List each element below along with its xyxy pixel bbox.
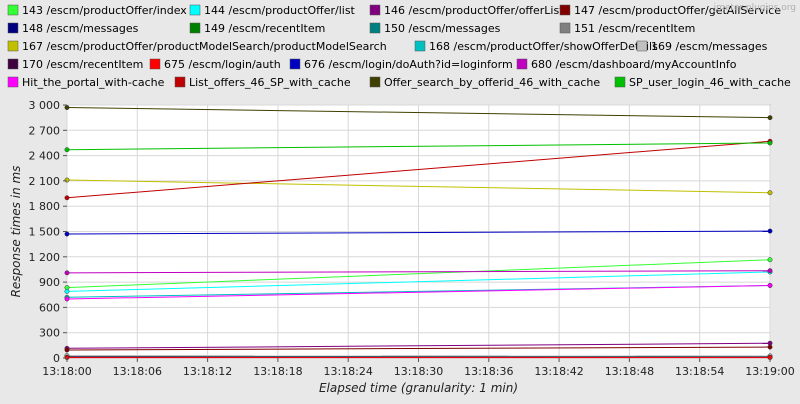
- x-tick-label: 13:18:24: [323, 365, 372, 378]
- legend-swatch: [8, 23, 18, 33]
- x-tick-label: 13:19:00: [745, 365, 794, 378]
- y-axis-title: Response times in ms: [9, 166, 23, 298]
- data-point: [768, 229, 772, 233]
- legend-item: 144 /escm/productOffer/list: [190, 4, 356, 17]
- legend-label: List_offers_46_SP_with_cache: [189, 76, 351, 89]
- legend-label: 680 /escm/dashboard/myAccountInfo: [531, 58, 737, 71]
- legend-label: 143 /escm/productOffer/index: [22, 4, 187, 17]
- legend-swatch: [560, 5, 570, 15]
- legend-label: SP_user_login_46_with_cache: [629, 76, 791, 89]
- legend-swatch: [415, 41, 425, 51]
- legend-label: Hit_the_portal_with-cache: [22, 76, 165, 89]
- legend-swatch: [370, 23, 380, 33]
- x-tick-label: 13:18:30: [394, 365, 443, 378]
- x-tick-label: 13:18:18: [253, 365, 302, 378]
- legend-label: 144 /escm/productOffer/list: [204, 4, 356, 17]
- y-tick-label: 2 100: [29, 175, 61, 188]
- data-point: [65, 147, 69, 151]
- x-tick-label: 13:18:36: [464, 365, 513, 378]
- x-tick-label: 13:18:00: [42, 365, 91, 378]
- y-tick-label: 600: [39, 301, 60, 314]
- legend-swatch: [8, 77, 18, 87]
- legend-label: 146 /escm/productOffer/offerList: [384, 4, 564, 17]
- legend-swatch: [190, 23, 200, 33]
- legend-swatch: [150, 59, 160, 69]
- legend-label: 167 /escm/productOffer/productModelSearc…: [22, 40, 387, 53]
- legend-item: 146 /escm/productOffer/offerList: [370, 4, 564, 17]
- y-tick-label: 2 400: [29, 150, 61, 163]
- legend-item: 148 /escm/messages: [8, 22, 139, 35]
- data-point: [65, 297, 69, 301]
- legend-item: 149 /escm/recentItem: [190, 22, 325, 35]
- y-tick-label: 1 200: [29, 251, 61, 264]
- legend-item: 143 /escm/productOffer/index: [8, 4, 187, 17]
- x-axis-title: Elapsed time (granularity: 1 min): [319, 381, 518, 395]
- legend-swatch: [190, 5, 200, 15]
- data-point: [768, 191, 772, 195]
- legend-item: List_offers_46_SP_with_cache: [175, 76, 351, 89]
- legend-item: Hit_the_portal_with-cache: [8, 76, 165, 89]
- legend-item: 150 /escm/messages: [370, 22, 501, 35]
- legend-item: 680 /escm/dashboard/myAccountInfo: [517, 58, 737, 71]
- legend-item: 168 /escm/productOffer/showOfferDetails: [415, 40, 658, 53]
- x-tick-label: 13:18:06: [113, 365, 162, 378]
- legend-item: 675 /escm/login/auth: [150, 58, 281, 71]
- y-tick-label: 1 500: [29, 226, 61, 239]
- x-tick-label: 13:18:54: [675, 365, 724, 378]
- legend-swatch: [560, 23, 570, 33]
- legend-label: 149 /escm/recentItem: [204, 22, 325, 35]
- legend-swatch: [517, 59, 527, 69]
- watermark: jmeter-plugins.org: [713, 3, 796, 13]
- data-point: [65, 196, 69, 200]
- data-point: [768, 141, 772, 145]
- data-point: [768, 269, 772, 273]
- data-point: [65, 289, 69, 293]
- legend-swatch: [615, 77, 625, 87]
- data-point: [768, 283, 772, 287]
- y-tick-label: 2 700: [29, 124, 61, 137]
- legend-swatch: [8, 5, 18, 15]
- legend-item: Offer_search_by_offerid_46_with_cache: [370, 76, 600, 89]
- data-point: [65, 271, 69, 275]
- legend-item: SP_user_login_46_with_cache: [615, 76, 791, 89]
- legend-swatch: [370, 77, 380, 87]
- legend-label: 675 /escm/login/auth: [164, 58, 281, 71]
- legend-label: 148 /escm/messages: [22, 22, 139, 35]
- legend-item: 167 /escm/productOffer/productModelSearc…: [8, 40, 387, 53]
- legend-label: Offer_search_by_offerid_46_with_cache: [384, 76, 600, 89]
- data-point: [65, 232, 69, 236]
- legend-label: 151 /escm/recentItem: [574, 22, 695, 35]
- legend-label: 169 /escm/messages: [651, 40, 768, 53]
- legend-swatch: [637, 41, 647, 51]
- data-point: [65, 348, 69, 352]
- data-point: [768, 115, 772, 119]
- y-tick-label: 3 000: [29, 99, 61, 112]
- x-tick-label: 13:18:12: [183, 365, 232, 378]
- legend-swatch: [175, 77, 185, 87]
- legend-item: 676 /escm/login/doAuth?id=loginform: [290, 58, 513, 71]
- y-tick-label: 0: [53, 352, 60, 365]
- legend-item: 169 /escm/messages: [637, 40, 768, 53]
- data-point: [65, 178, 69, 182]
- legend-swatch: [8, 59, 18, 69]
- legend-swatch: [8, 41, 18, 51]
- legend-swatch: [290, 59, 300, 69]
- y-tick-label: 300: [39, 327, 60, 340]
- legend-label: 170 /escm/recentItem: [22, 58, 143, 71]
- legend-label: 150 /escm/messages: [384, 22, 501, 35]
- data-point: [65, 105, 69, 109]
- data-point: [768, 345, 772, 349]
- legend-label: 168 /escm/productOffer/showOfferDetails: [429, 40, 658, 53]
- legend-item: 170 /escm/recentItem: [8, 58, 143, 71]
- x-tick-label: 13:18:42: [534, 365, 583, 378]
- legend-label: 676 /escm/login/doAuth?id=loginform: [304, 58, 513, 71]
- y-tick-label: 900: [39, 276, 60, 289]
- x-tick-label: 13:18:48: [605, 365, 654, 378]
- legend-item: 151 /escm/recentItem: [560, 22, 695, 35]
- data-point: [768, 258, 772, 262]
- y-tick-label: 1 800: [29, 200, 61, 213]
- legend-swatch: [370, 5, 380, 15]
